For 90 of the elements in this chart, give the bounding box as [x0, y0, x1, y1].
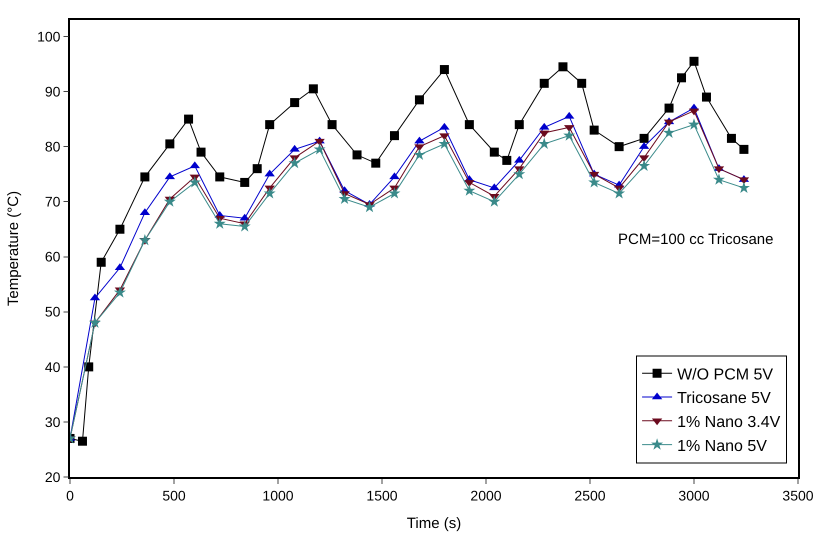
point — [265, 120, 274, 130]
point — [502, 156, 512, 165]
point — [638, 160, 650, 172]
point — [388, 187, 400, 199]
point — [538, 138, 550, 149]
x-tick-label: 500 — [162, 488, 186, 504]
point — [188, 176, 201, 188]
legend-label: Tricosane 5V — [677, 390, 772, 408]
y-tick-label: 100 — [37, 28, 61, 44]
y-tick-label: 40 — [44, 358, 61, 375]
point — [677, 73, 686, 82]
point — [490, 148, 499, 157]
point — [138, 234, 151, 246]
x-tick-label: 2000 — [470, 488, 502, 504]
point — [264, 187, 276, 199]
point — [558, 62, 568, 72]
point — [664, 104, 674, 113]
point — [663, 126, 676, 138]
point — [352, 150, 362, 160]
x-tick-label: 2500 — [574, 488, 606, 504]
y-axis-title: Temperature (°C) — [4, 190, 22, 306]
point — [390, 131, 399, 140]
point — [414, 95, 424, 104]
y-tick-label: 80 — [44, 138, 61, 155]
y-tick-label: 50 — [44, 304, 61, 320]
point — [540, 78, 549, 88]
y-tick-label: 90 — [44, 83, 61, 100]
point — [514, 156, 524, 163]
point — [165, 139, 174, 148]
point — [463, 184, 476, 196]
legend-label: 1% Nano 5V — [677, 438, 768, 455]
point — [738, 182, 750, 194]
point — [588, 176, 600, 188]
point — [564, 112, 574, 119]
point — [252, 164, 262, 174]
point — [240, 178, 250, 187]
x-tick-label: 3500 — [782, 488, 814, 504]
point — [338, 192, 351, 204]
point — [371, 158, 380, 168]
point — [712, 173, 725, 185]
point — [314, 143, 326, 154]
point — [288, 156, 301, 168]
point — [702, 92, 711, 102]
point — [164, 195, 176, 207]
x-axis-title: Time (s) — [406, 515, 462, 532]
point — [214, 217, 226, 229]
legend-label: 1% Nano 3.4V — [677, 414, 781, 432]
point — [190, 161, 200, 168]
point — [215, 172, 224, 182]
y-tick-label: 20 — [44, 468, 61, 485]
point — [563, 129, 576, 141]
point — [590, 126, 599, 135]
point — [614, 142, 624, 152]
point — [688, 118, 700, 130]
point — [514, 120, 524, 130]
point — [140, 172, 150, 182]
point — [96, 258, 106, 267]
y-tick-label: 30 — [44, 414, 61, 430]
x-tick-label: 1000 — [262, 488, 294, 504]
point — [690, 56, 698, 66]
point — [440, 65, 449, 74]
point — [577, 78, 586, 88]
annotation: PCM=100 cc Tricosane — [618, 231, 774, 248]
point — [726, 134, 736, 143]
point — [364, 200, 376, 212]
point — [739, 144, 748, 154]
point — [438, 138, 450, 149]
point — [488, 195, 500, 207]
point — [238, 220, 251, 232]
point — [308, 84, 318, 94]
point — [413, 148, 426, 160]
point — [539, 122, 550, 130]
x-tick-label: 3000 — [678, 488, 710, 504]
point — [184, 114, 194, 124]
point — [613, 187, 626, 199]
point — [640, 134, 649, 143]
point — [114, 286, 126, 298]
point — [290, 98, 300, 108]
point — [328, 120, 337, 130]
x-tick-label: 1500 — [366, 488, 398, 504]
point — [115, 224, 124, 234]
point — [196, 148, 206, 157]
x-tick-label: 0 — [66, 488, 74, 504]
point — [78, 436, 87, 446]
y-tick-label: 70 — [44, 194, 61, 210]
point — [464, 120, 474, 130]
y-tick-label: 60 — [44, 248, 61, 265]
legend-label: W/O PCM 5V — [677, 366, 774, 384]
point — [88, 316, 101, 328]
point — [513, 168, 526, 180]
